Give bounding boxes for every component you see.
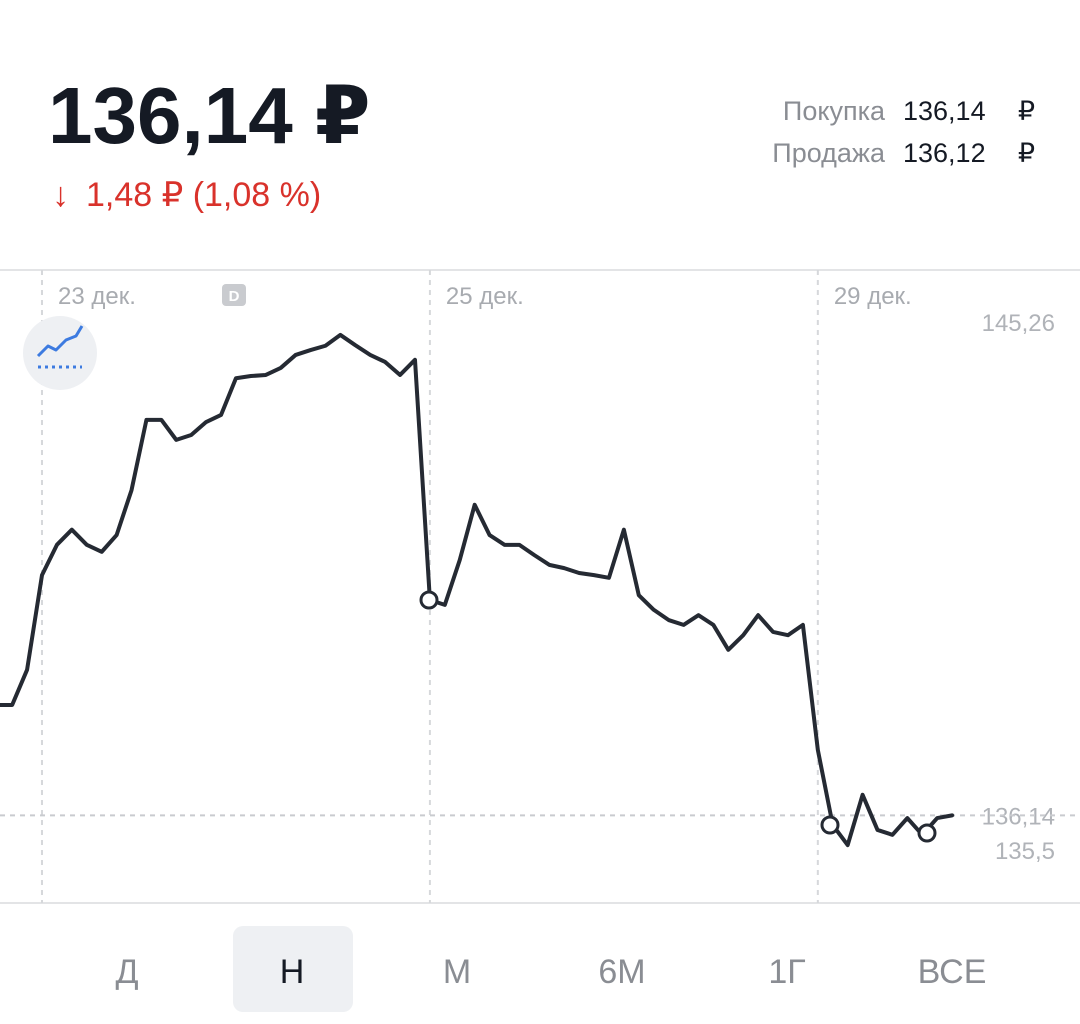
tab[interactable]: Н bbox=[280, 953, 305, 991]
tabs: Д Н М 6М 1Г ВСЕ bbox=[115, 953, 986, 991]
badge-label: D bbox=[229, 288, 240, 305]
icon bbox=[36, 325, 84, 358]
sell-currency: ₽ bbox=[1018, 138, 1035, 168]
buy-label: Покупка bbox=[783, 96, 886, 126]
tab-selected-bg bbox=[233, 926, 353, 1012]
tab[interactable]: М bbox=[443, 953, 471, 991]
sell-value: 136,12 bbox=[903, 138, 986, 168]
y-tick-label: 145,26 bbox=[982, 310, 1055, 337]
chart: 23 дек. 25 дек. 29 дек. 145,26 136,14 135,5 bbox=[0, 270, 1080, 903]
button-bg bbox=[23, 316, 97, 390]
price-line bbox=[0, 332, 955, 848]
change-arrow: ↓ bbox=[52, 176, 69, 214]
price: 136,14 ₽ bbox=[48, 71, 371, 160]
buy-currency: ₽ bbox=[1018, 96, 1035, 126]
tab[interactable]: 6М bbox=[598, 953, 645, 991]
sell-label: Продажа bbox=[772, 138, 886, 168]
badge bbox=[222, 284, 246, 306]
x-tick-label: 25 дек. bbox=[446, 283, 524, 310]
x-tick-label: 23 дек. bbox=[58, 283, 136, 310]
y-tick-label: 135,5 bbox=[995, 838, 1055, 865]
y-tick-label: 136,14 bbox=[982, 803, 1055, 830]
event-marker bbox=[820, 815, 840, 835]
indicator-button[interactable] bbox=[23, 316, 97, 390]
event-marker bbox=[419, 590, 439, 610]
tab[interactable]: ВСЕ bbox=[918, 953, 987, 991]
tab[interactable]: 1Г bbox=[768, 953, 805, 991]
event-marker bbox=[917, 823, 937, 843]
price-change: 1,48 ₽ (1,08 %) bbox=[86, 176, 321, 214]
buy-value: 136,14 bbox=[903, 96, 986, 126]
tab[interactable]: Д bbox=[115, 953, 138, 991]
x-tick-label: 29 дек. bbox=[834, 283, 912, 310]
